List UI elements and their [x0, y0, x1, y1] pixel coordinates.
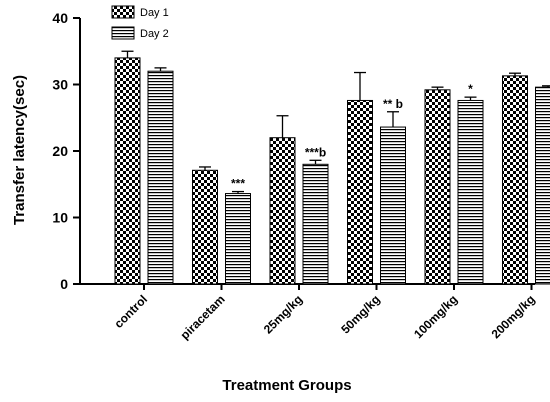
legend: Day 1 Day 2 [111, 5, 169, 40]
y-tick-label-1: 10 [52, 210, 68, 226]
bar-group-1-series-1: *** [225, 177, 251, 285]
bar-group-0-series-0 [114, 50, 141, 285]
bar-25mg/kg-Day 2 [302, 163, 329, 285]
y-axis [73, 17, 81, 285]
bars: *** ***b ** b * [114, 50, 550, 285]
bar-50mg/kg-Day 2 [380, 126, 406, 285]
bar-group-2-series-1: ***b [302, 145, 329, 285]
bar-group-5-series-1 [535, 85, 550, 285]
bar-control-Day 2 [147, 70, 174, 285]
bar-group-2-series-0 [269, 115, 296, 285]
x-tick-labels: control piracetam 25mg/kg 50mg/kg 100mg/kg 20… [111, 292, 537, 342]
y-tick-labels: 0 10 20 30 40 [52, 10, 68, 292]
bar-group-3-series-1: ** b [380, 97, 406, 285]
x-axis-title: Treatment Groups [222, 377, 351, 394]
bar-group-5-series-0 [502, 72, 528, 285]
bar-control-Day 1 [114, 57, 141, 285]
legend-swatch-day1 [111, 5, 135, 19]
significance-label-1-1: *** [231, 177, 245, 191]
legend-swatch-day2 [111, 26, 135, 40]
bar-50mg/kg-Day 1 [347, 99, 373, 285]
bar-100mg/kg-Day 1 [424, 89, 451, 285]
significance-label-3-1: ** b [383, 97, 403, 111]
x-tick-label-2: 25mg/kg [261, 292, 305, 336]
bar-group-1-series-0 [192, 166, 218, 285]
significance-label-4-1: * [468, 82, 473, 96]
x-tick-label-1: piracetam [178, 292, 228, 342]
y-tick-label-2: 20 [52, 143, 68, 159]
bar-piracetam-Day 2 [225, 193, 251, 285]
bar-200mg/kg-Day 1 [502, 75, 528, 285]
bar-group-0-series-1 [147, 67, 174, 285]
bar-group-4-series-0 [424, 86, 451, 285]
significance-label-2-1: ***b [305, 145, 326, 159]
x-tick-label-4: 100mg/kg [411, 292, 460, 341]
bar-group-3-series-0 [347, 71, 373, 285]
bar-100mg/kg-Day 2 [457, 99, 484, 285]
legend-label-day2: Day 2 [140, 28, 169, 40]
x-tick-label-0: control [111, 292, 150, 331]
x-tick-label-5: 200mg/kg [489, 292, 538, 341]
legend-label-day1: Day 1 [140, 7, 169, 19]
bar-25mg/kg-Day 1 [269, 137, 296, 285]
y-tick-label-4: 40 [52, 10, 68, 26]
bar-group-4-series-1: * [457, 82, 484, 285]
bar-200mg/kg-Day 2 [535, 86, 550, 285]
y-tick-label-0: 0 [60, 276, 68, 292]
x-axis [80, 283, 535, 290]
y-axis-title: Transfer latency(sec) [11, 75, 28, 225]
y-tick-label-3: 30 [52, 77, 68, 93]
bar-piracetam-Day 1 [192, 169, 218, 285]
x-tick-label-3: 50mg/kg [338, 292, 382, 336]
